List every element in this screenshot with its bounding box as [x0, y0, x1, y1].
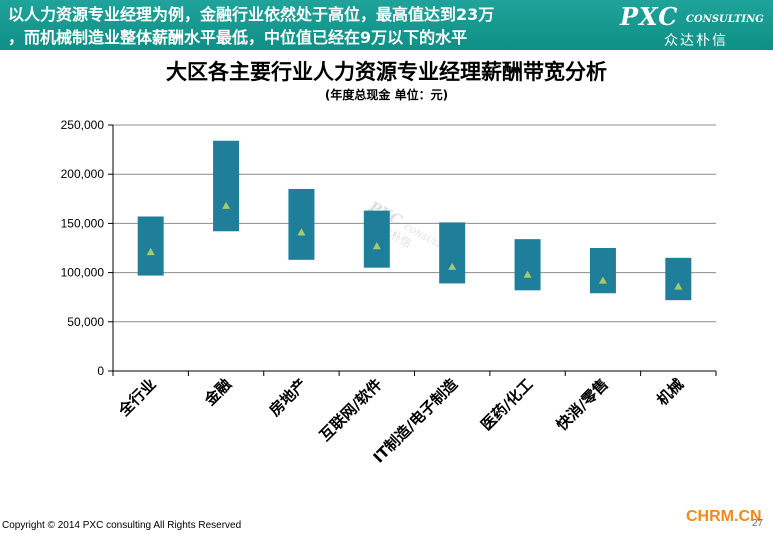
range-bar: [439, 222, 466, 284]
median-markers: [146, 201, 683, 290]
y-tick-label: 250,000: [61, 118, 105, 132]
page-number: 27: [752, 518, 764, 529]
axes: [112, 125, 716, 372]
x-tick-label: 医药/化工: [477, 375, 536, 434]
logo-sub-text: CONSULTING: [686, 14, 764, 25]
x-tick-label: 房地产: [266, 375, 311, 420]
x-tick-label: 全行业: [114, 375, 159, 420]
y-tick-labels: 0 50,000 100,000 150,000 200,000 250,000: [61, 118, 113, 378]
x-tick-label: 机械: [653, 375, 687, 409]
copyright-text: Copyright © 2014 PXC consulting All Righ…: [2, 520, 242, 531]
x-tick-label: 快消/零售: [553, 375, 612, 434]
header-line-1: 以人力资源专业经理为例，金融行业依然处于高位，最高值达到23万: [8, 5, 495, 24]
range-bar: [589, 248, 616, 294]
site-watermark: CHRM.CN: [686, 508, 762, 525]
y-tick-label: 50,000: [67, 315, 104, 329]
median-marker: [222, 201, 231, 209]
median-marker: [146, 247, 155, 256]
median-marker: [372, 242, 381, 250]
header-line-2: ，而机械制造业整体薪酬水平最低，中位值已经在9万以下的水平: [8, 28, 468, 47]
median-marker: [523, 270, 532, 278]
range-bar: [363, 210, 390, 268]
median-marker: [598, 276, 607, 284]
range-bars: [137, 140, 692, 301]
y-tick-label: 0: [97, 364, 104, 378]
logo-cn-text: 众达朴信: [664, 33, 728, 49]
median-marker: [297, 228, 306, 236]
range-bar: [514, 239, 541, 291]
y-tick-label: 150,000: [61, 216, 105, 230]
chart-subtitle: (年度总现金 单位：元): [324, 88, 449, 102]
range-bar: [213, 140, 240, 232]
x-tick-label: 互联网/软件: [316, 375, 386, 445]
range-bar: [665, 257, 692, 301]
header-banner: 以人力资源专业经理为例，金融行业依然处于高位，最高值达到23万 ，而机械制造业整…: [0, 0, 773, 50]
gridlines: [113, 124, 716, 323]
chart-title: 大区各主要行业人力资源专业经理薪酬带宽分析: [166, 60, 607, 84]
logo-main-text: PXC: [620, 2, 679, 31]
y-tick-label: 100,000: [61, 266, 105, 280]
median-marker: [448, 262, 457, 270]
x-tick-label: 金融: [200, 375, 235, 410]
range-bar: [288, 188, 315, 260]
range-bar: [137, 216, 164, 276]
median-marker: [674, 282, 683, 290]
y-tick-label: 200,000: [61, 167, 105, 181]
pxc-logo: PXC CONSULTING 众达朴信: [620, 2, 770, 49]
